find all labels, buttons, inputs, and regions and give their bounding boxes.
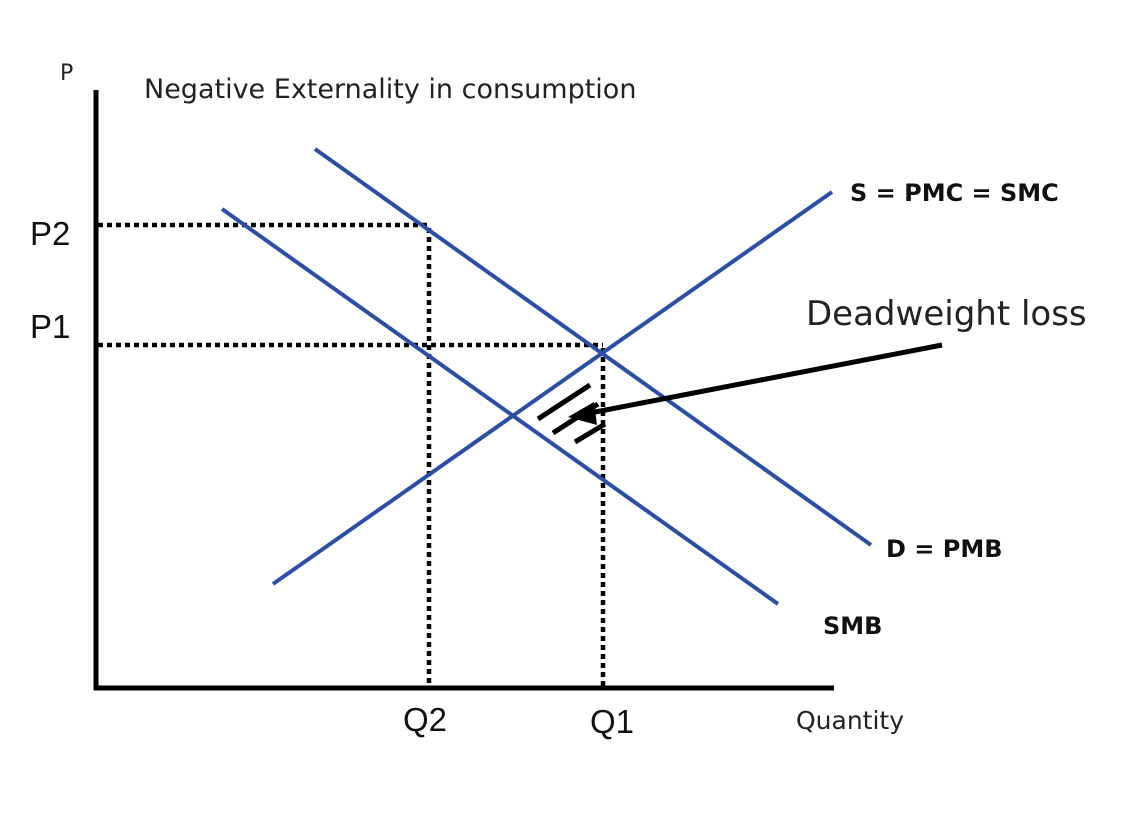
x-axis-label: Quantity [796, 706, 904, 735]
dwl-hatch-mark [573, 421, 607, 445]
deadweight-loss-label: Deadweight loss [806, 294, 1087, 334]
supply-curve [271, 190, 834, 586]
smb-curve-label: SMB [823, 612, 882, 640]
dwl-arrow-head [568, 402, 597, 425]
q2-label: Q2 [403, 701, 447, 738]
y-axis-label: P [60, 61, 73, 86]
diagram-title: Negative Externality in consumption [144, 74, 636, 105]
smb-curve [220, 207, 780, 606]
q1-label: Q1 [590, 703, 634, 740]
demand-curve [313, 147, 873, 547]
dwl-hatch-mark [536, 382, 592, 422]
supply-curve-label: S = PMC = SMC [850, 179, 1059, 207]
p2-label: P2 [30, 215, 70, 252]
p1-label: P1 [30, 308, 70, 345]
demand-curve-label: D = PMB [886, 535, 1003, 563]
dwl-arrow-line [589, 342, 943, 416]
